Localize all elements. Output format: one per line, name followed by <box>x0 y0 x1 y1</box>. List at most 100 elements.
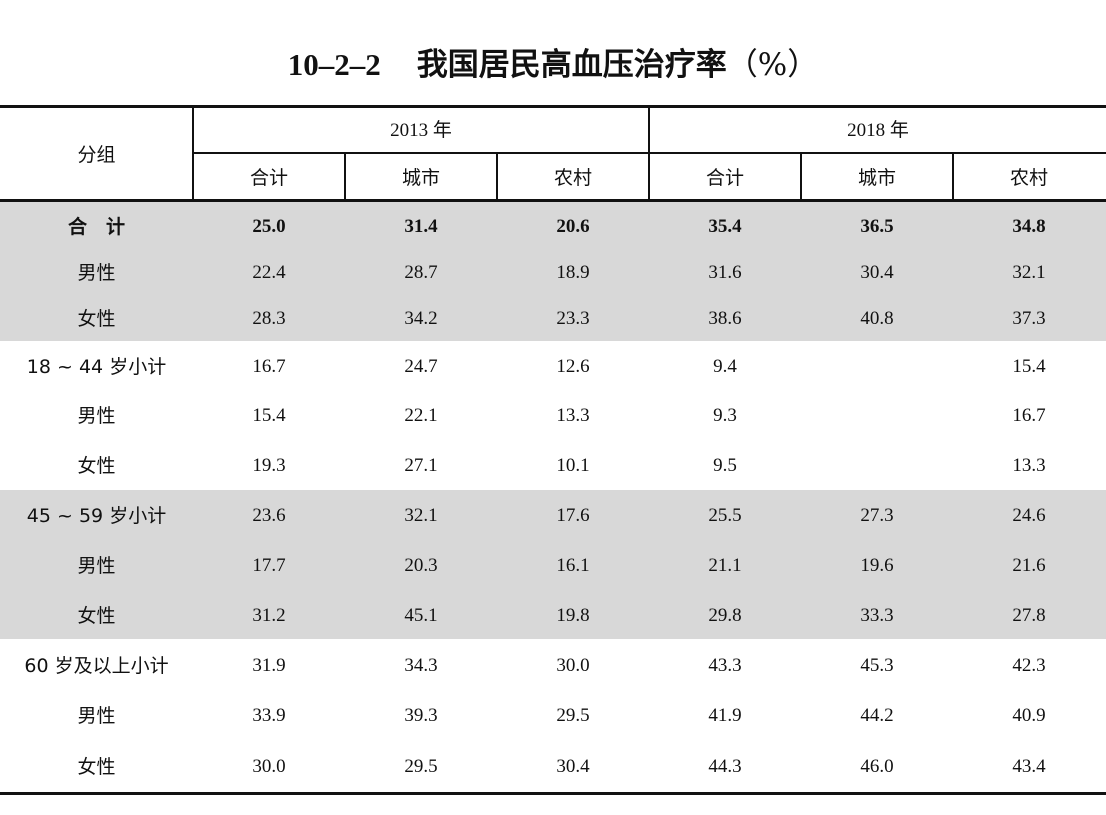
row-label: 女性 <box>77 756 116 778</box>
top-rule <box>0 105 1106 108</box>
table-cell: 39.3 <box>404 705 438 726</box>
row-label: 男性 <box>77 555 116 577</box>
table-cell: 20.6 <box>556 216 590 237</box>
row-label: 女性 <box>77 455 116 477</box>
table-unit: （%） <box>726 47 819 83</box>
table-cell: 22.4 <box>252 262 286 283</box>
table-cell: 19.6 <box>860 555 894 576</box>
table-title-text: 我国居民高血压治疗率 <box>416 47 727 83</box>
table-cell: 40.8 <box>860 308 894 329</box>
table-cell: 29.5 <box>556 705 590 726</box>
group-header: 分组 <box>77 144 116 166</box>
table-cell: 25.5 <box>708 505 742 526</box>
table-cell: 24.6 <box>1012 505 1046 526</box>
table-cell: 41.9 <box>708 705 742 726</box>
table-cell: 27.8 <box>1012 605 1046 626</box>
table-cell: 29.5 <box>404 756 438 777</box>
table-cell: 30.4 <box>860 262 894 283</box>
table-cell: 21.6 <box>1012 555 1046 576</box>
subcolumn-header: 合计 <box>249 167 288 189</box>
subcolumn-header: 城市 <box>857 167 896 189</box>
year-column-divider <box>648 107 650 200</box>
table-cell: 43.4 <box>1012 756 1046 777</box>
table-cell: 30.0 <box>252 756 286 777</box>
table-cell: 19.8 <box>556 605 590 626</box>
table-cell: 28.7 <box>404 262 438 283</box>
table-cell: 31.4 <box>404 216 438 237</box>
subcolumn-header: 农村 <box>553 167 592 189</box>
table-cell: 30.0 <box>556 655 590 676</box>
table-cell: 18.9 <box>556 262 590 283</box>
group-column-divider <box>192 107 194 200</box>
table-cell: 33.3 <box>860 605 894 626</box>
table-cell: 28.3 <box>252 308 286 329</box>
shaded-band <box>0 201 1106 341</box>
table-cell: 45.3 <box>860 655 894 676</box>
table-cell: 43.3 <box>708 655 742 676</box>
table-cell: 32.1 <box>404 505 438 526</box>
row-label: 18 ~ 44 岁小计 <box>26 356 167 378</box>
table-cell: 38.6 <box>708 308 742 329</box>
bottom-rule <box>0 792 1106 795</box>
table-cell: 20.3 <box>404 555 438 576</box>
row-label: 男性 <box>77 262 116 284</box>
table-cell: 30.4 <box>556 756 590 777</box>
row-label: 女性 <box>77 308 116 330</box>
row-label: 合 计 <box>67 216 125 238</box>
table-cell: 16.1 <box>556 555 590 576</box>
table-cell: 16.7 <box>1012 405 1046 426</box>
table-cell: 19.3 <box>252 455 286 476</box>
table-cell: 9.3 <box>713 405 737 426</box>
table-cell: 15.4 <box>252 405 286 426</box>
table-cell: 35.4 <box>708 216 742 237</box>
table-cell: 31.6 <box>708 262 742 283</box>
table-cell: 32.1 <box>1012 262 1046 283</box>
table-cell: 23.3 <box>556 308 590 329</box>
row-label: 45 ~ 59 岁小计 <box>26 505 167 527</box>
subcolumn-divider <box>952 153 954 200</box>
table-cell: 24.7 <box>404 356 438 377</box>
table-cell: 9.4 <box>713 356 737 377</box>
shaded-band <box>0 490 1106 639</box>
table-cell: 31.2 <box>252 605 286 626</box>
table-cell: 23.6 <box>252 505 286 526</box>
subcolumn-header: 合计 <box>705 167 744 189</box>
table-cell: 29.8 <box>708 605 742 626</box>
table-cell: 33.9 <box>252 705 286 726</box>
table-cell: 27.3 <box>860 505 894 526</box>
table-cell: 21.1 <box>708 555 742 576</box>
table-cell: 36.5 <box>860 216 894 237</box>
table-cell: 27.1 <box>404 455 438 476</box>
table-cell: 22.1 <box>404 405 438 426</box>
table-cell: 9.5 <box>713 455 737 476</box>
subcolumn-header: 农村 <box>1009 167 1048 189</box>
table-cell: 12.6 <box>556 356 590 377</box>
row-label: 男性 <box>77 405 116 427</box>
table-cell: 45.1 <box>404 605 438 626</box>
table-cell: 34.8 <box>1012 216 1046 237</box>
table-cell: 37.3 <box>1012 308 1046 329</box>
table-cell: 16.7 <box>252 356 286 377</box>
table-cell: 17.7 <box>252 555 286 576</box>
table-cell: 25.0 <box>252 216 286 237</box>
header-bottom-rule <box>0 199 1106 202</box>
table-cell: 34.3 <box>404 655 438 676</box>
table-cell: 44.2 <box>860 705 894 726</box>
table-title: 10–2–2 我国居民高血压治疗率（%） <box>0 40 1106 90</box>
subcolumn-divider <box>800 153 802 200</box>
row-label: 60 岁及以上小计 <box>24 655 169 677</box>
table-cell: 40.9 <box>1012 705 1046 726</box>
subcolumn-header: 城市 <box>401 167 440 189</box>
row-label: 男性 <box>77 705 116 727</box>
year-header: 2018 年 <box>847 120 909 141</box>
table-cell: 17.6 <box>556 505 590 526</box>
subcolumn-divider <box>344 153 346 200</box>
table-cell: 13.3 <box>556 405 590 426</box>
table-cell: 13.3 <box>1012 455 1046 476</box>
table-cell: 42.3 <box>1012 655 1046 676</box>
year-header: 2013 年 <box>390 120 452 141</box>
table-cell: 31.9 <box>252 655 286 676</box>
table-cell: 46.0 <box>860 756 894 777</box>
row-label: 女性 <box>77 605 116 627</box>
table-cell: 10.1 <box>556 455 590 476</box>
